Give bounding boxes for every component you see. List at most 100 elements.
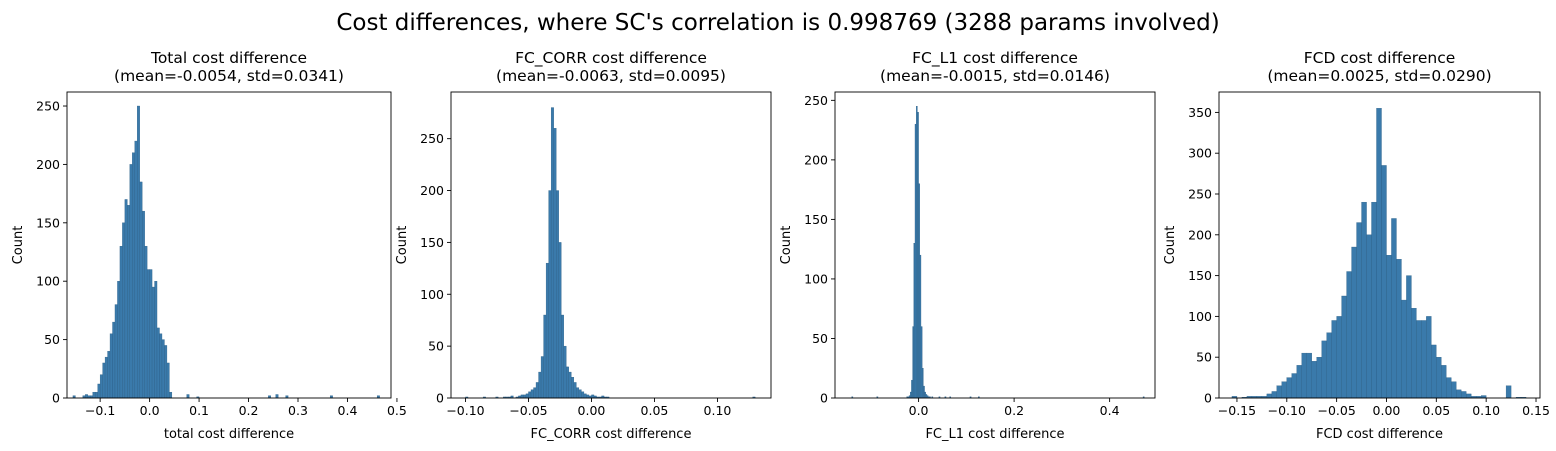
y-tick-label: 50: [1196, 350, 1212, 365]
histogram-bar: [117, 281, 121, 399]
y-tick-label: 200: [1188, 227, 1212, 242]
axes-frame: [450, 91, 772, 399]
histogram-bar: [1316, 357, 1322, 399]
histogram-bar: [912, 326, 914, 399]
x-tick-label: −0.05: [509, 403, 547, 418]
y-tick-label: 0: [820, 391, 828, 406]
histogram-bar: [581, 391, 585, 399]
histogram-bar: [583, 393, 587, 399]
histogram-bar: [586, 394, 590, 399]
y-tick-label: 250: [1188, 187, 1212, 202]
histogram-bar: [540, 356, 544, 399]
histogram-bar: [159, 333, 163, 399]
histogram-bar: [538, 371, 542, 399]
subplot-title: FC_CORR cost difference: [515, 49, 707, 68]
histogram-bar: [139, 181, 143, 399]
histogram-bar: [1366, 234, 1372, 399]
axes-frame: [834, 91, 1156, 399]
x-axis-label: FC_L1 cost difference: [925, 427, 1064, 442]
histogram-bar: [132, 152, 135, 399]
histogram-bar: [578, 389, 582, 399]
histogram-bar: [154, 281, 158, 399]
histogram-bar: [1381, 165, 1387, 399]
histogram-bar: [186, 394, 190, 399]
histogram-bar: [1436, 357, 1442, 399]
histogram-bar: [1431, 344, 1437, 399]
y-axis-label: Count: [779, 226, 794, 265]
histogram-bars: [851, 106, 1145, 399]
histogram-bar: [161, 339, 165, 399]
histogram-bar: [921, 368, 924, 399]
y-tick-label: 150: [36, 215, 60, 230]
histogram-bar: [1416, 320, 1422, 399]
histogram-bar: [576, 387, 580, 399]
histogram-bar: [95, 391, 98, 399]
histogram-bar: [1291, 373, 1297, 399]
x-tick-label: 0.05: [641, 403, 669, 418]
histogram-bar: [530, 389, 534, 399]
histogram-bar: [102, 362, 106, 399]
y-tick-label: 200: [804, 152, 828, 167]
histogram-bar: [913, 243, 916, 399]
histogram-bar: [917, 112, 919, 399]
histogram-bar: [925, 394, 928, 399]
histogram-bar: [1306, 352, 1312, 399]
histogram-bar: [1421, 320, 1427, 399]
y-tick-label: 0: [1204, 391, 1212, 406]
histogram-bar: [275, 394, 279, 399]
histogram-bar: [166, 362, 170, 399]
histogram-bar: [558, 242, 562, 399]
histogram-bar: [573, 382, 577, 399]
y-tick-label: 50: [44, 332, 60, 347]
y-tick-label: 100: [804, 271, 828, 286]
histogram-bar: [918, 183, 920, 399]
y-tick-label: 300: [1188, 146, 1212, 161]
histogram-bar: [134, 140, 138, 399]
x-tick-label: 0.10: [1472, 403, 1500, 418]
y-axis-label: Count: [1163, 226, 1178, 265]
histogram-bar: [146, 269, 150, 399]
histogram-bar: [119, 245, 123, 399]
subplot-subtitle: (mean=-0.0063, std=0.0095): [496, 67, 726, 85]
histogram-bar: [104, 356, 108, 399]
histogram-bar: [156, 327, 160, 399]
histogram-bar: [107, 351, 111, 399]
y-tick-label: 350: [1188, 105, 1212, 120]
y-tick-label: 150: [420, 235, 444, 250]
histogram-bar: [1266, 393, 1273, 399]
y-axis-label: Count: [11, 226, 26, 265]
histogram-bar: [910, 391, 912, 399]
y-tick-label: 200: [36, 157, 60, 172]
histogram-bar: [85, 394, 88, 399]
histogram-bar: [112, 321, 116, 399]
histogram-bar: [1441, 365, 1447, 399]
histogram-bar: [919, 254, 922, 399]
histogram-bar: [114, 304, 118, 399]
histogram-bar: [164, 345, 168, 399]
histogram-bar: [571, 377, 575, 399]
histogram-bar: [97, 383, 101, 399]
histogram-bar: [568, 371, 572, 399]
histogram-bar: [911, 379, 913, 399]
histogram-bar: [1286, 377, 1292, 399]
histogram-bar: [129, 164, 133, 399]
x-tick-label: 0.4: [1100, 403, 1120, 418]
subplot-1: −0.1 0.0 0.1 0.2 0.3 0.4 0.5 0 50 100 150 200 250 tot…: [11, 49, 407, 442]
axes-frame: [66, 91, 392, 399]
axes-frame: [1218, 91, 1541, 399]
histogram-bar: [563, 345, 567, 399]
histogram-bar: [548, 190, 552, 399]
histogram-bar: [151, 286, 155, 399]
x-tick-label: 0.5: [387, 403, 407, 418]
x-tick-label: 0.0: [909, 403, 929, 418]
x-tick-label: −0.05: [1317, 403, 1355, 418]
histogram-bar: [550, 107, 554, 399]
histogram-bar: [1386, 255, 1392, 399]
subplot-title: FC_L1 cost difference: [912, 49, 1078, 68]
y-tick-label: 250: [420, 131, 444, 146]
y-tick-label: 0: [436, 391, 444, 406]
histogram-bar: [1401, 299, 1407, 399]
y-tick-label: 50: [428, 339, 444, 354]
x-tick-label: 0.0: [140, 403, 160, 418]
